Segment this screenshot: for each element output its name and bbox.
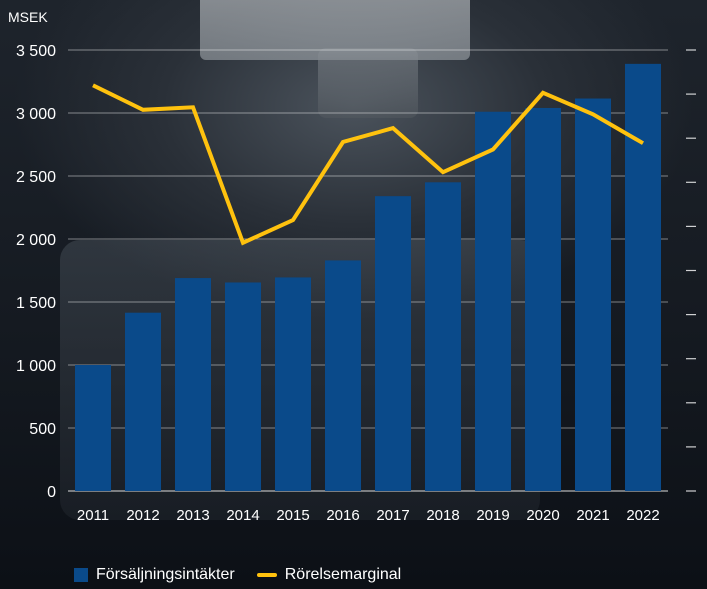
x-tick-label: 2014 [226, 507, 259, 524]
bar-2021 [575, 98, 611, 491]
y-tick-labels: 0 500 1 000 1 500 2 000 2 500 3 000 3 500 [16, 43, 56, 501]
y-tick-label: 3 500 [16, 43, 56, 60]
y-tick-label: 1 000 [16, 358, 56, 375]
bar-2017 [375, 196, 411, 491]
gridlines [68, 49, 668, 492]
line-series [92, 83, 645, 246]
y-tick-label: 2 000 [16, 232, 56, 249]
legend: Försäljningsintäkter Rörelsemarginal [74, 566, 401, 584]
bar-2019 [475, 111, 511, 492]
x-tick-label: 2020 [526, 507, 559, 524]
y-tick-label: 2 500 [16, 169, 56, 186]
legend-label-line: Rörelsemarginal [284, 566, 402, 583]
x-tick-label: 2012 [126, 507, 159, 524]
bar-series [75, 63, 661, 492]
x-tick-label: 2013 [176, 507, 209, 524]
rorelsemarginal-line [92, 83, 645, 246]
x-tick-label: 2017 [376, 507, 409, 524]
x-tick-labels: 2011 2012 2013 2014 2015 2016 2017 2018 2019 2020… [77, 507, 660, 524]
bar-2018 [425, 182, 461, 492]
x-tick-label: 2022 [626, 507, 659, 524]
legend-item-line: Rörelsemarginal [256, 566, 402, 584]
bar-2014 [225, 282, 261, 491]
bar-2011 [75, 365, 111, 491]
legend-swatch-bar [74, 568, 88, 582]
legend-swatch-line [256, 573, 277, 577]
y-tick-label: 1 500 [16, 295, 56, 312]
y-tick-label: 3 000 [16, 106, 56, 123]
x-tick-label: 2016 [326, 507, 359, 524]
y-tick-label: 0 [47, 484, 56, 501]
bar-2020 [525, 107, 561, 492]
x-tick-label: 2021 [576, 507, 609, 524]
y-tick-label: 500 [29, 421, 56, 438]
bar-2016 [325, 260, 361, 491]
secondary-axis-ticks [686, 49, 696, 492]
legend-item-bar: Försäljningsintäkter [74, 566, 235, 584]
x-tick-label: 2019 [476, 507, 509, 524]
x-tick-label: 2015 [276, 507, 309, 524]
bar-2015 [275, 277, 311, 491]
x-tick-label: 2011 [77, 507, 109, 524]
bar-2013 [175, 278, 211, 491]
y-axis-unit-label: MSEK [8, 9, 48, 25]
bar-2022 [625, 63, 661, 492]
bar-2012 [125, 312, 161, 491]
legend-label-bar: Försäljningsintäkter [96, 566, 235, 583]
x-tick-label: 2018 [426, 507, 459, 524]
